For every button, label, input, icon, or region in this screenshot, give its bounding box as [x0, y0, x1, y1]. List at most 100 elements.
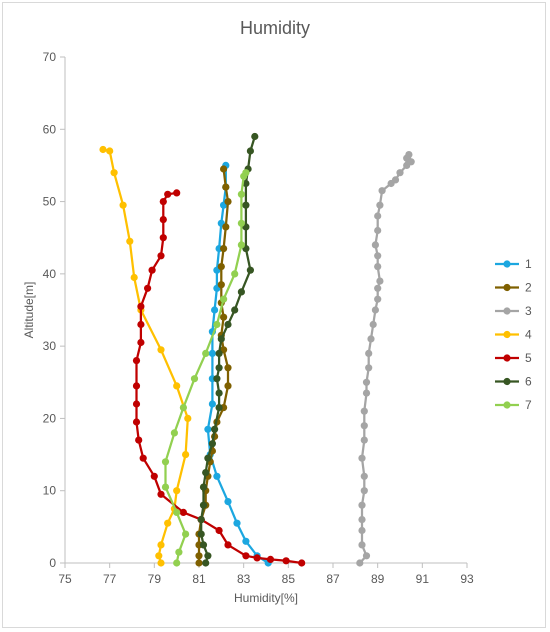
series-5: [132, 189, 306, 567]
data-point: [215, 389, 223, 397]
data-point: [161, 483, 170, 491]
data-point: [220, 295, 228, 303]
data-point: [266, 555, 275, 564]
legend-swatch-marker: [503, 354, 511, 362]
data-point: [197, 516, 205, 524]
series-line-5: [135, 191, 302, 565]
y-tick-label: 10: [43, 484, 57, 498]
data-point: [173, 559, 181, 567]
data-point: [374, 252, 382, 260]
data-point: [371, 306, 379, 314]
data-point: [213, 320, 221, 329]
data-point: [157, 252, 165, 260]
data-point: [282, 557, 290, 565]
data-point: [195, 559, 203, 567]
legend-swatch-marker: [503, 260, 511, 268]
series-4: [99, 145, 192, 567]
data-point: [360, 436, 368, 444]
data-point: [367, 335, 375, 343]
data-point: [220, 165, 228, 173]
x-tick-label: 83: [237, 572, 251, 586]
data-point: [204, 425, 212, 433]
data-point: [215, 526, 223, 535]
x-axis-title: Humidity[%]: [234, 591, 298, 605]
data-point: [137, 320, 145, 329]
x-tick-label: 87: [326, 572, 340, 586]
data-point: [360, 422, 368, 430]
data-point: [362, 552, 371, 560]
data-point: [137, 302, 145, 310]
y-axis-title: Altitude[m]: [22, 282, 36, 339]
data-point: [179, 508, 187, 516]
data-point: [157, 559, 165, 567]
data-point: [173, 382, 181, 390]
data-point: [360, 407, 368, 415]
data-point: [358, 501, 366, 509]
data-point: [224, 498, 232, 506]
x-tick-label: 91: [416, 572, 430, 586]
data-point: [202, 349, 210, 357]
legend-label: 2: [525, 281, 532, 295]
data-point: [182, 530, 190, 538]
data-point: [369, 320, 377, 329]
legend-label: 3: [525, 304, 532, 318]
data-point: [220, 245, 228, 253]
data-point: [374, 212, 382, 220]
data-point: [173, 487, 181, 495]
data-point: [148, 266, 156, 274]
data-point: [360, 487, 368, 495]
legend-item-5: 5: [495, 351, 532, 365]
series-line-6: [200, 136, 256, 564]
data-point: [132, 418, 141, 426]
data-point: [204, 454, 212, 462]
data-point: [139, 454, 147, 462]
data-point: [208, 349, 216, 357]
x-tick-label: 81: [192, 572, 206, 586]
y-tick-label: 30: [43, 339, 57, 353]
data-point: [199, 541, 208, 549]
data-point: [242, 169, 250, 177]
data-point: [224, 541, 232, 549]
data-point: [204, 552, 212, 560]
data-point: [157, 346, 165, 354]
series-line-3: [358, 154, 413, 564]
legend-item-2: 2: [495, 281, 532, 295]
data-point: [374, 295, 382, 303]
data-point: [215, 404, 223, 412]
data-point: [208, 400, 216, 408]
legend-label: 6: [525, 375, 532, 389]
data-point: [164, 519, 172, 527]
data-point: [159, 234, 167, 242]
data-point: [208, 440, 216, 448]
data-point: [358, 454, 366, 462]
legend-item-6: 6: [495, 375, 532, 389]
data-point: [231, 270, 239, 278]
legend-item-4: 4: [495, 328, 532, 342]
data-point: [237, 288, 245, 296]
data-point: [159, 216, 167, 224]
data-point: [242, 552, 250, 560]
data-point: [130, 273, 138, 282]
x-tick-label: 79: [148, 572, 162, 586]
data-point: [224, 320, 232, 329]
legend-swatch-marker: [503, 283, 511, 292]
x-tick-label: 89: [371, 572, 385, 586]
data-point: [237, 190, 245, 198]
data-point: [362, 389, 371, 397]
data-point: [157, 541, 165, 549]
data-point: [374, 284, 382, 292]
data-point: [217, 281, 225, 289]
data-point: [157, 490, 165, 498]
chart-title: Humidity: [239, 18, 310, 38]
y-tick-label: 20: [43, 411, 57, 425]
data-point: [215, 364, 223, 372]
legend-swatch-marker: [503, 401, 511, 409]
data-point: [360, 472, 368, 480]
data-point: [217, 263, 225, 271]
y-tick-label: 0: [49, 556, 56, 570]
data-point: [242, 537, 250, 545]
chart-frame: [2, 2, 546, 628]
legend-label: 4: [525, 328, 532, 342]
data-point: [132, 400, 141, 408]
